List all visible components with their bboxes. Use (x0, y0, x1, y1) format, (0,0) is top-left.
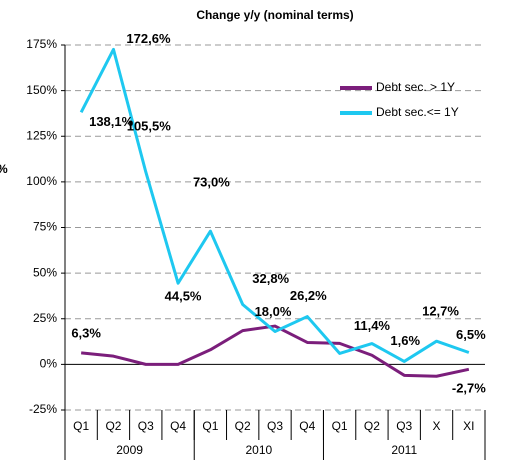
value-label: 26,2% (290, 288, 327, 303)
x-tick-label: Q1 (332, 419, 348, 433)
x-tick-label: Q1 (202, 419, 218, 433)
x-tick-label: Q3 (396, 419, 412, 433)
series-line (81, 324, 470, 378)
y-tick-label: 100% (26, 174, 57, 188)
y-tick-label: -25% (29, 402, 57, 416)
group-label: 2011 (391, 443, 417, 457)
x-tick-label: Q4 (299, 419, 315, 433)
legend-label: Debt sec. > 1Y (376, 80, 455, 94)
legend-label: Debt sec.<= 1Y (376, 105, 459, 119)
value-label: 6,3% (71, 325, 101, 340)
x-tick-label: Q1 (73, 419, 89, 433)
y-axis-label: % (0, 162, 8, 176)
y-tick-label: 25% (33, 311, 57, 325)
value-label: 12,7% (422, 304, 459, 319)
x-tick-label: Q3 (138, 419, 154, 433)
value-label: 73,0% (193, 175, 230, 190)
x-tick-label: XI (463, 419, 474, 433)
x-tick-label: Q3 (267, 419, 283, 433)
value-label: 6,5% (456, 327, 486, 342)
value-label: 172,6% (126, 31, 171, 46)
value-label: 138,1% (89, 114, 134, 129)
value-label: -2,7% (452, 381, 486, 396)
y-tick-label: 175% (26, 37, 57, 51)
group-label: 2010 (245, 443, 272, 457)
value-label: 32,8% (252, 271, 289, 286)
group-label: 2009 (116, 443, 143, 457)
y-tick-label: 150% (26, 83, 57, 97)
y-tick-label: 75% (33, 220, 57, 234)
value-label: 1,6% (390, 333, 420, 348)
value-label: 18,0% (255, 304, 292, 319)
y-tick-label: 50% (33, 265, 57, 279)
value-label: 105,5% (127, 118, 172, 133)
y-tick-label: 0% (40, 357, 58, 371)
value-label: 44,5% (165, 289, 202, 304)
x-tick-label: Q2 (364, 419, 380, 433)
value-label: 11,4% (354, 318, 391, 333)
y-tick-label: 125% (26, 128, 57, 142)
x-tick-label: Q2 (235, 419, 251, 433)
series-line (79, 47, 470, 363)
x-tick-label: X (433, 419, 441, 433)
x-tick-label: Q2 (105, 419, 121, 433)
chart-title: Change y/y (nominal terms) (196, 8, 353, 22)
x-tick-label: Q4 (170, 419, 186, 433)
